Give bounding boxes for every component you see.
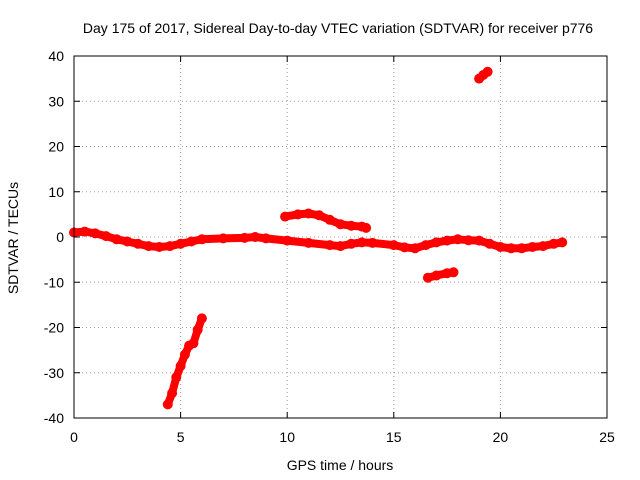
- data-point: [324, 240, 335, 251]
- y-tick-label: -20: [44, 320, 64, 336]
- plot-frame: [73, 55, 608, 419]
- y-tick-label: -30: [44, 365, 64, 381]
- data-point: [367, 237, 378, 248]
- data-point: [482, 66, 493, 77]
- data-point: [314, 210, 325, 221]
- data-point: [346, 220, 357, 231]
- data-point: [239, 232, 250, 243]
- x-tick-label: 0: [70, 429, 78, 445]
- data-point: [538, 241, 548, 252]
- x-axis-label: GPS time / hours: [287, 457, 394, 473]
- data-point: [250, 232, 261, 242]
- y-tick-label: 10: [48, 184, 64, 200]
- data-point: [422, 272, 433, 283]
- y-axis-label: SDTVAR / TECUs: [5, 182, 21, 294]
- data-point: [548, 238, 559, 249]
- series-arc-19h: [474, 66, 493, 84]
- data-point: [143, 241, 154, 252]
- data-point: [324, 214, 335, 225]
- data-point: [448, 267, 459, 278]
- data-point: [186, 236, 197, 247]
- data-point: [346, 238, 357, 249]
- data-point: [79, 226, 90, 237]
- y-tick-label: -40: [44, 410, 64, 426]
- data-point: [420, 240, 431, 251]
- data-point: [188, 338, 199, 349]
- x-tick-label: 20: [493, 429, 509, 445]
- data-point: [431, 270, 442, 281]
- data-point: [122, 236, 133, 247]
- data-point: [442, 235, 453, 246]
- data-point: [388, 240, 399, 251]
- data-point: [516, 243, 527, 254]
- data-point: [410, 243, 421, 254]
- data-point: [484, 238, 495, 249]
- data-point: [527, 242, 538, 252]
- data-point: [282, 235, 293, 246]
- y-tick-label: 0: [56, 229, 64, 245]
- data-point: [452, 234, 463, 245]
- data-point: [179, 349, 190, 360]
- chart-title: Day 175 of 2017, Sidereal Day-to-day VTE…: [83, 20, 593, 36]
- data-point: [175, 361, 186, 371]
- data-point: [167, 388, 178, 399]
- data-point: [506, 243, 517, 254]
- data-point: [90, 228, 101, 239]
- grid: [74, 56, 607, 418]
- data-point: [111, 234, 122, 245]
- x-tick-label: 15: [386, 429, 402, 445]
- data-point: [361, 222, 372, 233]
- data-point: [164, 241, 175, 252]
- series-main: [69, 226, 568, 254]
- data-point: [196, 234, 207, 245]
- series-arc-10h-14h: [280, 208, 372, 233]
- data-point: [171, 372, 182, 383]
- y-tick-label: -10: [44, 274, 64, 290]
- data-point: [218, 233, 229, 244]
- series-arc-4h-6h: [162, 313, 207, 410]
- y-tick-label: 40: [48, 48, 64, 64]
- data-point: [356, 237, 367, 248]
- data-point: [399, 242, 410, 253]
- data-point: [431, 237, 442, 248]
- data-point: [133, 238, 143, 249]
- data-point: [463, 235, 474, 246]
- data-point: [292, 209, 303, 220]
- y-tick-label: 20: [48, 139, 64, 155]
- data-point: [260, 233, 271, 244]
- data-point: [303, 208, 314, 219]
- data-point: [162, 399, 173, 410]
- series-arc-17h: [422, 267, 459, 283]
- x-tick-label: 10: [279, 429, 295, 445]
- x-tick-label: 5: [177, 429, 185, 445]
- y-tick-label: 30: [48, 93, 64, 109]
- data-point: [335, 219, 346, 230]
- data-point: [192, 324, 203, 335]
- data-point: [196, 313, 207, 324]
- data-point: [335, 241, 346, 252]
- data-point: [495, 242, 506, 252]
- x-tick-label: 25: [599, 429, 615, 445]
- data-point: [474, 235, 485, 246]
- data-point: [154, 242, 165, 252]
- data-point: [175, 238, 186, 249]
- data-series: [69, 66, 568, 410]
- data-point: [303, 237, 314, 248]
- data-point: [557, 237, 568, 248]
- data-point: [101, 231, 111, 242]
- data-point: [280, 211, 291, 222]
